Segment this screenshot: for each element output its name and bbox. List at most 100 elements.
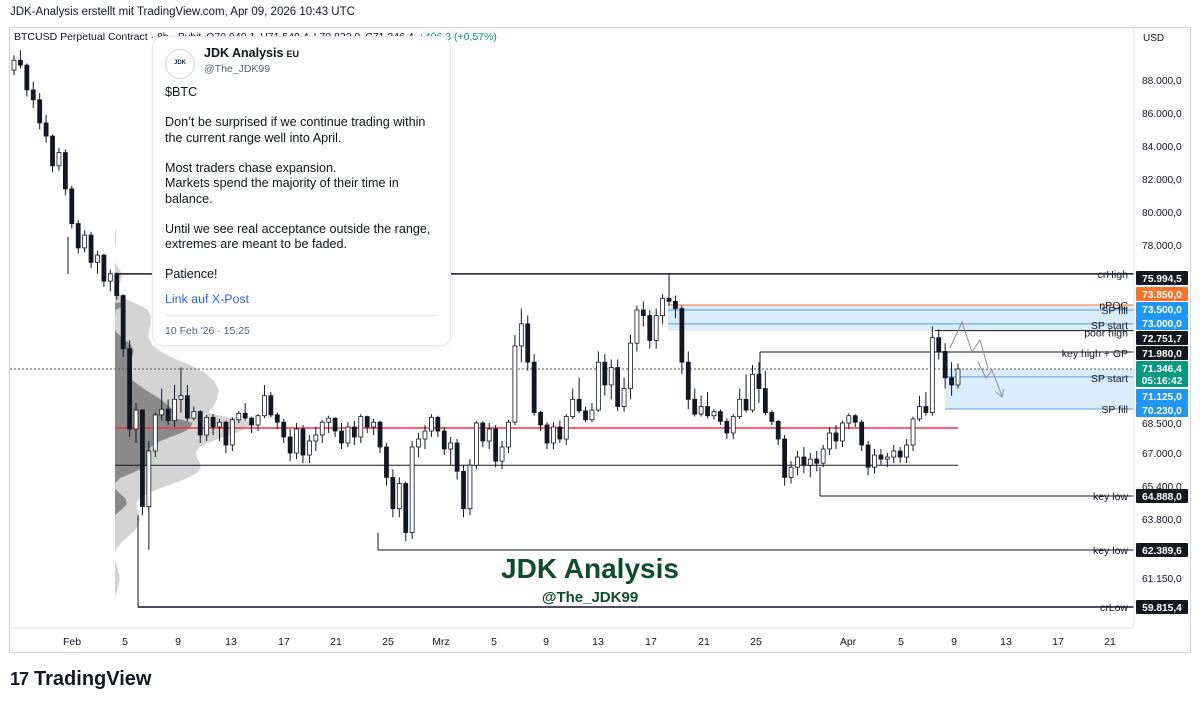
candle-body (493, 428, 499, 462)
price-label-box (1136, 373, 1188, 387)
time-tick-label: 13 (592, 636, 604, 648)
price-tick-label: 68.500,0 (1142, 419, 1182, 430)
time-tick-label: Mrz (432, 636, 450, 648)
price-label-text: 71.125,0 (1142, 392, 1182, 403)
candle-body (718, 411, 723, 422)
price-tick-label: 86.000,0 (1142, 109, 1182, 120)
candle-body (846, 415, 852, 424)
candle-body (692, 398, 698, 415)
candle-body (628, 342, 633, 389)
avatar-text: JDK (173, 60, 186, 67)
candle-body (82, 234, 88, 249)
candle-body (351, 426, 357, 438)
candle-body (795, 456, 800, 468)
candle-body (262, 395, 267, 417)
candle-body (595, 361, 601, 411)
time-tick-label: 9 (543, 636, 549, 648)
candle-body (788, 466, 794, 478)
volume-profile-inner (115, 302, 193, 516)
watermark-title: JDK Analysis (501, 553, 679, 584)
candle-body (827, 432, 832, 450)
candle-body (673, 300, 678, 309)
candle-body (891, 450, 897, 458)
candle-body (358, 416, 364, 438)
candle-body (499, 446, 505, 462)
candle-body (743, 398, 749, 411)
tweet-body: $BTC Don’t be surprised if we continue t… (165, 85, 440, 297)
level-label: SP fill (1101, 404, 1128, 416)
candle-body (37, 99, 43, 124)
candle-body (563, 416, 569, 440)
price-label-text: 72.751,7 (1142, 334, 1182, 345)
time-tick-label: Apr (840, 636, 857, 648)
arrow-head-icon (995, 388, 1005, 398)
price-label-box (1136, 302, 1188, 316)
candle-body (737, 398, 743, 417)
price-label-box (1136, 600, 1188, 614)
candle-body (730, 416, 736, 434)
price-label-box (1136, 361, 1188, 375)
candle-body (11, 59, 17, 71)
candle-body (589, 409, 595, 421)
price-tick-label: 67.000,0 (1142, 449, 1182, 460)
projection-path-icon (977, 361, 1003, 397)
candle-body (178, 395, 184, 400)
price-label-box (1136, 287, 1188, 301)
candle-body (229, 419, 235, 446)
price-label-text: 73.500,0 (1142, 305, 1182, 316)
tweet-paragraph: Until we see real acceptance outside the… (165, 221, 431, 252)
avatar[interactable]: JDK (165, 49, 195, 79)
candle-body (461, 470, 466, 510)
candle-body (236, 412, 242, 421)
currency-label[interactable]: USD (1143, 33, 1165, 44)
candle-body (313, 434, 319, 442)
price-label-box (1136, 316, 1188, 330)
tweet-link[interactable]: Link auf X-Post (165, 292, 250, 306)
candle-body (435, 416, 441, 432)
tweet-card[interactable]: JDK JDK Analysis EU @The_JDK99 $BTC Don’t… (153, 37, 450, 345)
candle-body (210, 416, 216, 428)
candle-body (217, 421, 222, 428)
author-handle[interactable]: @The_JDK99 (204, 63, 271, 75)
price-label-box (1136, 543, 1188, 557)
candle-body (62, 152, 68, 190)
candle-body (75, 223, 81, 249)
candle-body (339, 430, 344, 444)
candle-body (454, 442, 460, 472)
candle-body (762, 388, 768, 413)
price-label-text: 71.346,4 (1142, 364, 1182, 375)
candle-body (18, 59, 23, 66)
price-label-text: 62.389,6 (1142, 546, 1182, 557)
price-tick-label: 65.400,0 (1142, 482, 1182, 493)
candle-body (268, 395, 274, 416)
author-badge: EU (286, 49, 299, 59)
candle-body (917, 406, 922, 420)
candle-body (904, 444, 910, 458)
candle-body (801, 456, 807, 466)
candle-body (107, 273, 113, 282)
tradingview-brand[interactable]: 17 TradingView (10, 668, 151, 691)
time-tick-label: 5 (898, 636, 904, 648)
tweet-author[interactable]: JDK Analysis EU (204, 46, 299, 63)
candle-body (544, 424, 550, 444)
candle-body (255, 415, 261, 426)
candle-body (551, 426, 556, 444)
price-label-box (1136, 346, 1188, 360)
candle-body (570, 398, 576, 417)
chart-header-title: JDK-Analysis erstellt mit TradingView.co… (10, 6, 355, 18)
candle-body (640, 309, 646, 316)
candle-body (390, 477, 396, 510)
candle-body (936, 337, 942, 352)
candle-body (557, 426, 563, 440)
time-tick-label: 5 (122, 636, 128, 648)
tweet-paragraph: Most traders chase expansion. Markets sp… (165, 160, 399, 206)
time-tick-label: 21 (1104, 636, 1116, 648)
candle-body (294, 428, 299, 454)
candle-body (833, 432, 839, 442)
level-label: key low (1093, 545, 1128, 557)
candle-body (441, 430, 447, 450)
candle-body (152, 414, 158, 452)
candle-body (872, 454, 877, 468)
price-label-text: 70.230,0 (1142, 406, 1182, 417)
